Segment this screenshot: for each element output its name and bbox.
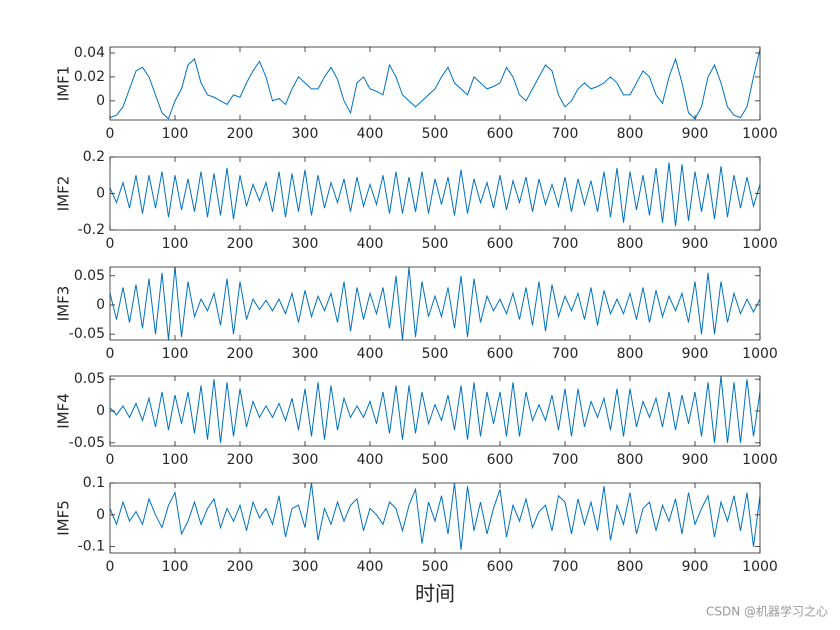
x-tick-label: 100 xyxy=(162,126,189,142)
x-tick-label: 500 xyxy=(422,236,449,252)
x-tick-label: 300 xyxy=(292,126,319,142)
x-tick-label: 500 xyxy=(422,346,449,362)
x-tick-label: 900 xyxy=(682,126,709,142)
x-tick-label: 300 xyxy=(292,559,319,575)
y-tick-label: 0 xyxy=(96,403,105,419)
x-tick-label: 0 xyxy=(106,559,115,575)
x-tick-label: 200 xyxy=(227,346,254,362)
x-tick-label: 700 xyxy=(552,452,579,468)
y-tick-label: -0.2 xyxy=(78,222,105,238)
y-tick-label: 0.05 xyxy=(74,371,105,387)
y-tick-label: 0.1 xyxy=(83,475,105,491)
y-axis-label: IMF5 xyxy=(55,500,73,536)
x-tick-label: 600 xyxy=(487,236,514,252)
x-tick-label: 500 xyxy=(422,559,449,575)
x-tick-label: 300 xyxy=(292,236,319,252)
x-tick-label: 400 xyxy=(357,559,384,575)
x-tick-label: 600 xyxy=(487,346,514,362)
x-tick-label: 600 xyxy=(487,452,514,468)
x-tick-label: 500 xyxy=(422,126,449,142)
y-tick-label: 0 xyxy=(96,186,105,202)
x-tick-label: 100 xyxy=(162,346,189,362)
x-tick-label: 900 xyxy=(682,346,709,362)
x-tick-label: 800 xyxy=(617,346,644,362)
x-tick-label: 400 xyxy=(357,236,384,252)
x-tick-label: 200 xyxy=(227,452,254,468)
x-axis-label: 时间 xyxy=(415,582,455,606)
y-tick-label: 0.02 xyxy=(74,69,105,85)
y-axis-label: IMF4 xyxy=(55,393,73,429)
x-tick-label: 700 xyxy=(552,559,579,575)
x-tick-label: 1000 xyxy=(742,236,778,252)
x-tick-label: 200 xyxy=(227,236,254,252)
x-tick-label: 1000 xyxy=(742,346,778,362)
x-tick-label: 700 xyxy=(552,236,579,252)
x-tick-label: 800 xyxy=(617,126,644,142)
x-tick-label: 1000 xyxy=(742,452,778,468)
x-tick-label: 200 xyxy=(227,126,254,142)
y-tick-label: -0.05 xyxy=(69,435,105,451)
x-tick-label: 0 xyxy=(106,126,115,142)
x-tick-label: 1000 xyxy=(742,126,778,142)
y-axis-label: IMF3 xyxy=(55,286,73,322)
signal-line xyxy=(109,375,761,443)
x-tick-label: 700 xyxy=(552,346,579,362)
x-tick-label: 900 xyxy=(682,559,709,575)
x-tick-label: 800 xyxy=(617,452,644,468)
x-tick-label: 300 xyxy=(292,452,319,468)
signal-line xyxy=(109,482,761,550)
x-tick-label: 600 xyxy=(487,126,514,142)
x-tick-label: 0 xyxy=(106,346,115,362)
x-tick-label: 500 xyxy=(422,452,449,468)
y-tick-label: -0.1 xyxy=(78,539,105,555)
x-tick-label: 1000 xyxy=(742,559,778,575)
y-tick-label: 0.2 xyxy=(83,149,105,165)
y-axis-label: IMF2 xyxy=(55,176,73,212)
x-tick-label: 200 xyxy=(227,559,254,575)
y-tick-label: 0 xyxy=(96,507,105,523)
x-tick-label: 400 xyxy=(357,126,384,142)
watermark: CSDN @机器学习之心 xyxy=(706,604,828,619)
signal-line xyxy=(109,49,761,120)
y-axis-label: IMF1 xyxy=(55,66,73,102)
x-tick-label: 400 xyxy=(357,346,384,362)
x-tick-label: 300 xyxy=(292,346,319,362)
signal-line xyxy=(109,266,761,341)
x-tick-label: 900 xyxy=(682,452,709,468)
x-tick-label: 400 xyxy=(357,452,384,468)
x-tick-label: 700 xyxy=(552,126,579,142)
x-tick-label: 100 xyxy=(162,236,189,252)
x-tick-label: 900 xyxy=(682,236,709,252)
signal-line xyxy=(109,162,761,227)
y-tick-label: 0 xyxy=(96,93,105,109)
x-tick-label: 100 xyxy=(162,452,189,468)
y-tick-label: -0.05 xyxy=(69,326,105,342)
x-tick-label: 800 xyxy=(617,559,644,575)
x-tick-label: 800 xyxy=(617,236,644,252)
x-tick-label: 0 xyxy=(106,236,115,252)
y-tick-label: 0.05 xyxy=(74,268,105,284)
y-tick-label: 0 xyxy=(96,297,105,313)
x-tick-label: 0 xyxy=(106,452,115,468)
x-tick-label: 100 xyxy=(162,559,189,575)
x-tick-label: 600 xyxy=(487,559,514,575)
y-tick-label: 0.04 xyxy=(74,45,105,61)
